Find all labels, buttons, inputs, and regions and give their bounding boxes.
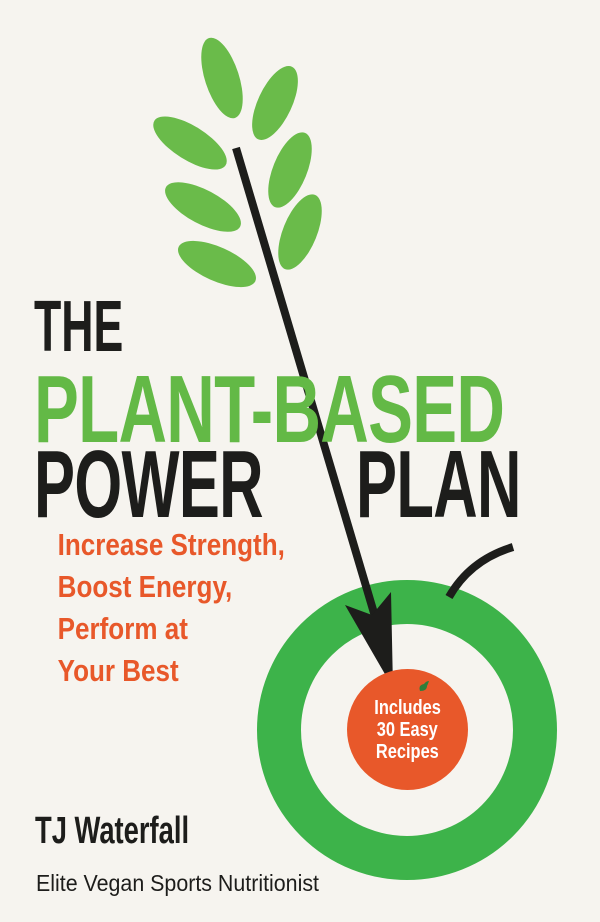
title-word-plan: PLAN (356, 431, 521, 538)
wheat-sprig-icon (153, 37, 322, 288)
subtitle-line: Boost Energy, (57, 569, 233, 604)
arrow-icon (232, 146, 393, 688)
subtitle-line: Perform at (57, 611, 188, 646)
badge-line: 30 Easy (376, 718, 439, 741)
title-line-plant-based: PLANT-BASED (34, 356, 505, 463)
title-line-the: THE (34, 287, 124, 367)
author-name: TJ Waterfall (35, 810, 190, 852)
subtitle-line: Increase Strength, (57, 527, 285, 562)
subtitle-line: Your Best (57, 653, 179, 688)
apple-target-icon (257, 543, 557, 880)
recipes-badge: Includes 30 Easy Recipes (347, 669, 468, 790)
leaf-icon (419, 681, 429, 691)
badge-line: Recipes (376, 740, 439, 763)
author-tagline: Elite Vegan Sports Nutritionist (36, 870, 319, 896)
badge-line: Includes (374, 696, 441, 719)
subtitle: Increase Strength, Boost Energy, Perform… (36, 524, 306, 692)
title-word-power: POWER (34, 431, 264, 538)
